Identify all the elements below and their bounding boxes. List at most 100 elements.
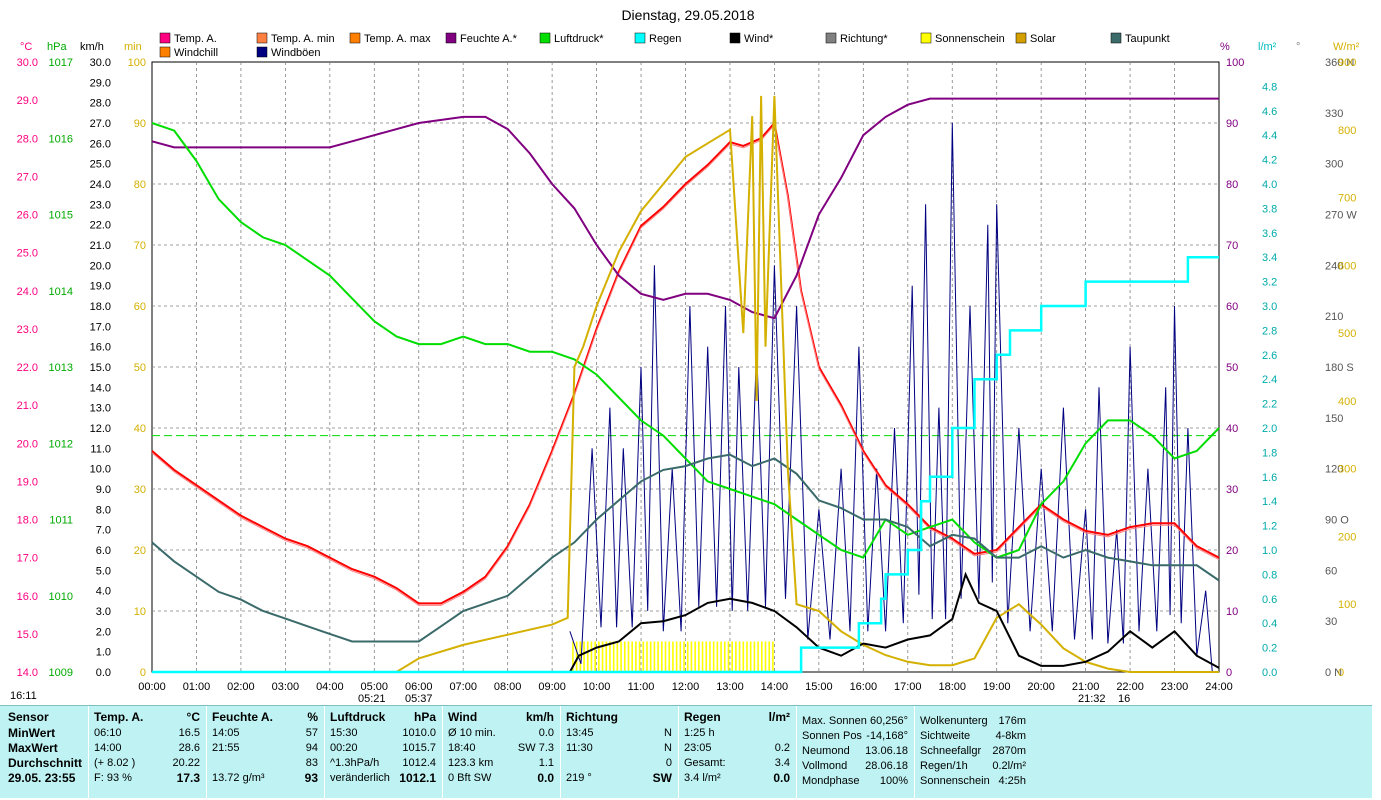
kmh-axis-unit: km/h bbox=[80, 41, 104, 53]
temperature_c-tick-label: 17.0 bbox=[17, 553, 38, 565]
wind_kmh-tick-label: 26.0 bbox=[90, 138, 111, 150]
direction_deg-tick-label: 210 bbox=[1325, 311, 1343, 323]
sun-pos-label: Sonnen Pos bbox=[802, 730, 862, 742]
humidity_pct-tick-label: 90 bbox=[1226, 118, 1238, 130]
wind-avg-label: Ø 10 min. bbox=[448, 727, 496, 739]
wind_kmh-tick-label: 14.0 bbox=[90, 382, 111, 394]
rain_lm2-tick-label: 0.6 bbox=[1262, 594, 1277, 606]
solar_wm2-tick-label: 100 bbox=[1338, 599, 1356, 611]
legend-label: Luftdruck* bbox=[554, 33, 604, 45]
pressure-current-value: 1012.1 bbox=[399, 771, 436, 785]
deg-axis-unit: ° bbox=[1296, 41, 1300, 53]
sunshine-bar bbox=[701, 641, 704, 672]
humidity_pct-tick-label: 0 bbox=[1226, 667, 1232, 679]
temp-avg-value: 20.22 bbox=[172, 757, 200, 769]
temperature_c-tick-label: 24.0 bbox=[17, 286, 38, 298]
sunshine-bar bbox=[672, 641, 674, 672]
humidity_pct-tick-label: 60 bbox=[1226, 301, 1238, 313]
sunshine-bar bbox=[749, 641, 752, 672]
sunrise-label: 05:21 bbox=[358, 693, 386, 705]
sunshine-bar bbox=[709, 641, 711, 672]
wm2-axis-unit: W/m² bbox=[1333, 41, 1360, 53]
sunshine_min-tick-label: 60 bbox=[134, 301, 146, 313]
temperature_c-tick-label: 27.0 bbox=[17, 171, 38, 183]
direction-avg-value: 0 bbox=[665, 757, 672, 769]
pressure_hpa-tick-label: 1009 bbox=[49, 667, 73, 679]
rain_lm2-tick-label: 0.8 bbox=[1262, 569, 1277, 581]
sunshine-bar bbox=[653, 641, 656, 672]
hpa-axis-unit: hPa bbox=[47, 41, 67, 53]
min-axis-unit: min bbox=[124, 41, 142, 53]
wind_kmh-tick-label: 12.0 bbox=[90, 423, 111, 435]
celsius-axis-unit: °C bbox=[20, 41, 32, 53]
sunshine-bar bbox=[683, 641, 685, 672]
x-tick-label: 00:00 bbox=[138, 681, 166, 693]
sunshine-value: 4:25h bbox=[998, 775, 1026, 787]
chart-title: Dienstag, 29.05.2018 bbox=[621, 7, 754, 23]
humidity_pct-tick-label: 20 bbox=[1226, 545, 1238, 557]
wind_kmh-tick-label: 18.0 bbox=[90, 301, 111, 313]
sunshine-bar bbox=[698, 641, 700, 672]
legend-swatch bbox=[1015, 32, 1027, 44]
legend-label: Wind* bbox=[744, 33, 774, 45]
direction-max-time: 11:30 bbox=[566, 742, 593, 754]
direction_deg-tick-label: 330 bbox=[1325, 108, 1343, 120]
sunshine-bar bbox=[575, 641, 578, 672]
rain_lm2-tick-label: 4.0 bbox=[1262, 179, 1277, 191]
x-tick-label: 13:00 bbox=[716, 681, 744, 693]
wind-column: Wind km/h Ø 10 min. 0.0 18:40 SW 7.3 123.3 … bbox=[448, 710, 558, 796]
rain_lm2-tick-label: 3.2 bbox=[1262, 277, 1277, 289]
direction_deg-tick-label: 180 S bbox=[1325, 362, 1354, 374]
legend-swatch bbox=[256, 32, 268, 44]
rain_lm2-tick-label: 4.4 bbox=[1262, 130, 1277, 142]
rain_lm2-tick-label: 1.4 bbox=[1262, 496, 1277, 508]
pressure_hpa-tick-label: 1012 bbox=[49, 438, 73, 450]
wind_kmh-tick-label: 4.0 bbox=[96, 586, 111, 598]
sun-column: Max. Sonnen 60,256° Sonnen Pos -14,168° Ne… bbox=[802, 710, 912, 796]
wind_kmh-tick-label: 6.0 bbox=[96, 545, 111, 557]
sunshine-bar bbox=[768, 641, 771, 672]
x-tick-label: 11:00 bbox=[628, 681, 655, 693]
x-tick-label: 12:00 bbox=[672, 681, 700, 693]
weather-chart: Dienstag, 29.05.2018 Temp. A. Temp. A. mi… bbox=[16, 7, 1360, 705]
temp-current-value: 17.3 bbox=[176, 771, 200, 785]
sunshine-bar bbox=[638, 641, 641, 672]
humidity_pct-tick-label: 80 bbox=[1226, 179, 1238, 191]
direction-degrees: 219 ° bbox=[566, 772, 592, 784]
sun-pos-value: -14,168° bbox=[866, 730, 908, 742]
sunshine-bar bbox=[731, 641, 733, 672]
wind_kmh-tick-label: 19.0 bbox=[90, 281, 111, 293]
direction_deg-tick-label: 240 bbox=[1325, 260, 1343, 272]
wind_kmh-tick-label: 22.0 bbox=[90, 220, 111, 232]
wind-current-value: 0.0 bbox=[537, 771, 554, 785]
axis-ticks: 14.0 15.0 16.0 17.0 18.0 19.0 20.0 21.0 22.0 23.0… bbox=[17, 57, 1358, 679]
snowline-value: 2870m bbox=[992, 745, 1026, 757]
direction_deg-tick-label: 150 bbox=[1325, 413, 1343, 425]
x-tick-label: 01:00 bbox=[183, 681, 211, 693]
legend-swatch bbox=[159, 46, 171, 58]
sunshine-bar bbox=[609, 641, 611, 672]
rain_lm2-tick-label: 1.6 bbox=[1262, 472, 1277, 484]
temperature_c-tick-label: 30.0 bbox=[17, 57, 38, 69]
pressure_hpa-tick-label: 1015 bbox=[49, 210, 73, 222]
sunshine-bar bbox=[764, 641, 767, 672]
sun-max-value: 60,256° bbox=[869, 715, 908, 727]
x-tick-label: 22:00 bbox=[1116, 681, 1144, 693]
rain_lm2-tick-label: 3.6 bbox=[1262, 228, 1277, 240]
gust-line bbox=[569, 122, 1219, 673]
temperature_c-tick-label: 18.0 bbox=[17, 515, 38, 527]
sunshine-bar bbox=[579, 641, 582, 672]
wind-max-time: 18:40 bbox=[448, 742, 476, 754]
sunshine-bar bbox=[598, 641, 600, 672]
temperature_c-tick-label: 19.0 bbox=[17, 476, 38, 488]
rain_lm2-tick-label: 1.8 bbox=[1262, 447, 1277, 459]
pressure_hpa-tick-label: 1016 bbox=[49, 133, 73, 145]
sunshine-bar bbox=[694, 641, 696, 672]
sunshine-label: Sonnenschein bbox=[920, 775, 990, 787]
direction_deg-tick-label: 120 bbox=[1325, 464, 1343, 476]
sunshine-bar bbox=[753, 641, 756, 672]
rain_lm2-tick-label: 4.6 bbox=[1262, 106, 1277, 118]
wind_kmh-tick-label: 28.0 bbox=[90, 98, 111, 110]
sensor-header: Sensor bbox=[8, 710, 49, 724]
temp-max-time: 14:00 bbox=[94, 742, 122, 754]
